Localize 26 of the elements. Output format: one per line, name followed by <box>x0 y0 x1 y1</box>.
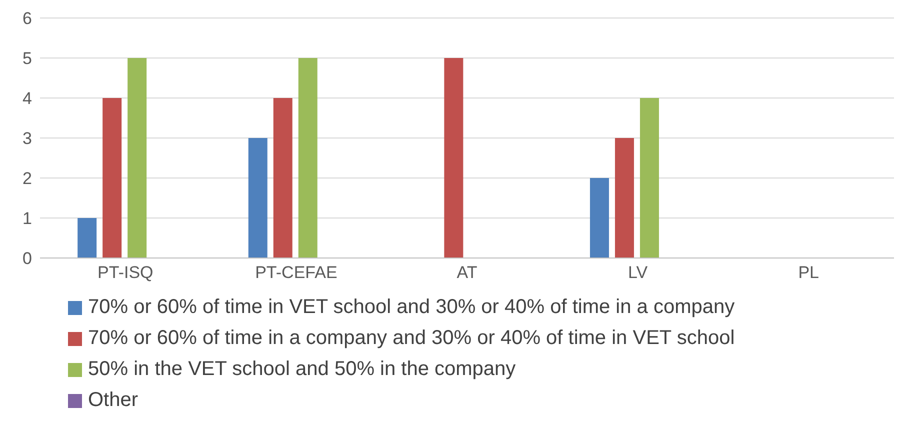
bar <box>444 58 464 258</box>
y-tick-label: 4 <box>22 89 32 108</box>
x-tick-label: PL <box>798 263 819 282</box>
legend-label: 50% in the VET school and 50% in the company <box>88 357 516 382</box>
x-tick-label: PT-CEFAE <box>255 263 338 282</box>
x-tick-label: AT <box>456 263 478 282</box>
legend-label: 70% or 60% of time in VET school and 30% or 40% of time in a company <box>88 295 735 320</box>
bar <box>248 138 268 258</box>
bar <box>273 98 292 258</box>
bar <box>102 98 122 258</box>
legend-label: Other <box>88 388 138 413</box>
bar <box>614 138 634 258</box>
legend-label: 70% or 60% of time in a company and 30% or 40% of time in VET school <box>88 326 735 351</box>
x-tick-label: PT-ISQ <box>98 263 154 282</box>
bar <box>640 98 659 258</box>
bar <box>128 58 147 258</box>
bar <box>298 58 318 258</box>
x-tick-label: LV <box>628 263 648 282</box>
y-tick-label: 3 <box>22 129 32 148</box>
y-tick-label: 0 <box>22 249 32 268</box>
y-tick-label: 1 <box>22 209 32 228</box>
y-tick-label: 6 <box>22 9 32 28</box>
y-tick-label: 5 <box>22 49 32 68</box>
y-tick-label: 2 <box>22 169 32 188</box>
bar <box>78 218 97 258</box>
bar <box>590 178 609 258</box>
